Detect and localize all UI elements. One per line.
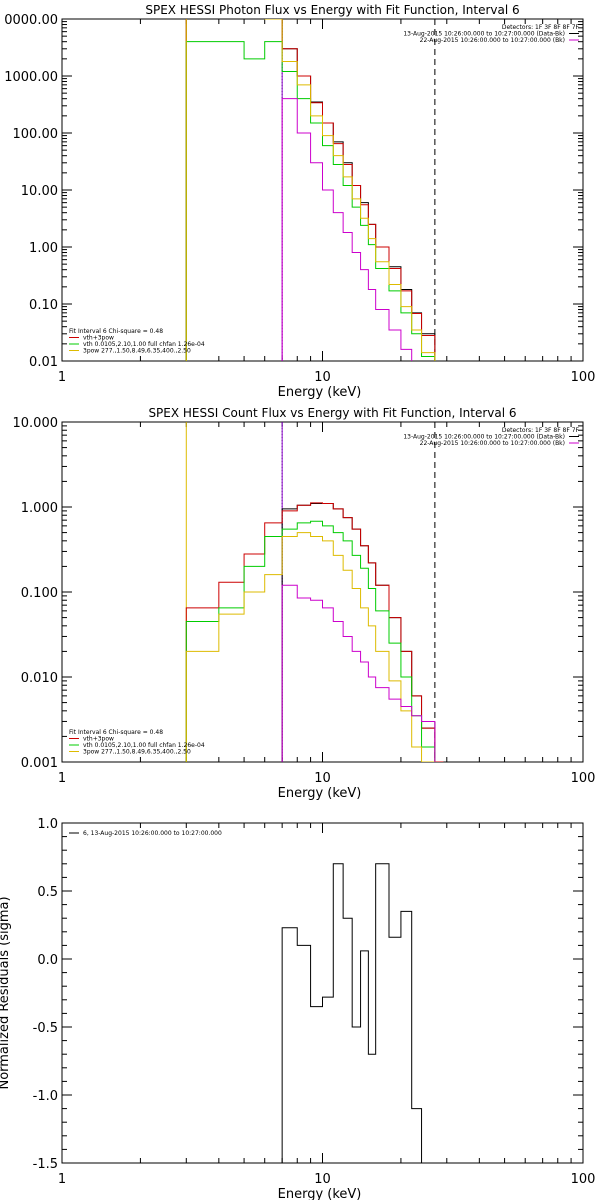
series-vth-3pow-line [185, 502, 444, 762]
x-tick-label: 10 [314, 1172, 331, 1187]
y-tick-label: 0.001 [21, 756, 58, 771]
plot-frame [61, 421, 584, 763]
x-axis-label: Energy (keV) [278, 1187, 362, 1200]
y-tick-label: 0.10 [29, 298, 58, 313]
info-line: Detectors: 1F 3F 8F 8F 7F [502, 24, 580, 31]
x-axis-label: Energy (keV) [278, 385, 362, 400]
series-residuals-line [281, 863, 423, 1163]
info-line: 13-Aug-2015 10:26:00.000 to 10:27:00.000… [403, 434, 565, 441]
chart-title: SPEX HESSI Photon Flux vs Energy with Fi… [145, 3, 519, 17]
y-tick-label: 0.010 [21, 671, 58, 686]
legend-entry: Fit Interval 6 Chi-square = 0.48 [69, 729, 163, 736]
y-tick-label: 1.000 [21, 501, 58, 516]
info-line: 22-Aug-2015 10:26:00.000 to 10:27:00.000… [420, 440, 565, 447]
legend-entry: vth 0.0105,2.10,1.00 full chfan 1.26e-04 [83, 742, 205, 749]
series-bk-line [281, 98, 413, 361]
y-tick-label: 1.0 [37, 817, 58, 832]
y-tick-label: -1.0 [33, 1089, 58, 1104]
chart-panel-2: SPEX HESSI Count Flux vs Energy with Fit… [13, 406, 596, 801]
plot-area [281, 863, 423, 1163]
x-tick-label: 1 [58, 370, 66, 385]
legend-entry: vth 0.0105,2.10,1.00 full chfan 1.26e-04 [83, 341, 205, 348]
y-tick-label: 100.00 [13, 127, 59, 142]
series-vth-line [185, 520, 436, 762]
y-tick-label: 0.01 [29, 355, 58, 370]
y-tick-label: 1.00 [29, 241, 58, 256]
y-tick-label: -0.5 [33, 1021, 58, 1036]
chart-panel-3: 1 10 100 -1.5 -1.0 -0.5 0.0 0.5 1.0 Energy (keV) N… [0, 817, 595, 1200]
legend-entry: 6, 13-Aug-2015 10:26:00.000 to 10:27:00.… [83, 830, 222, 837]
plot-area [185, 422, 444, 762]
series-vth-line [185, 41, 436, 361]
series-3pow-line [185, 532, 436, 762]
x-tick-label: 1 [58, 1172, 66, 1187]
plot-frame [61, 822, 584, 1164]
legend-entry: Fit Interval 6 Chi-square = 0.48 [69, 328, 163, 335]
x-tick-label: 10 [314, 771, 331, 786]
y-tick-label: 0.0 [37, 953, 58, 968]
x-tick-label: 1 [58, 771, 66, 786]
y-tick-label: 1000.00 [4, 70, 58, 85]
y-tick-label: 0.5 [37, 885, 58, 900]
x-axis-label: Energy (keV) [278, 786, 362, 801]
chart-panel-1: SPEX HESSI Photon Flux vs Energy with Fi… [4, 3, 596, 400]
x-tick-label: 100 [571, 1172, 596, 1187]
info-line: Detectors: 1F 3F 8F 8F 7F [502, 427, 580, 434]
series-bk-line [281, 584, 436, 762]
chart-title: SPEX HESSI Count Flux vs Energy with Fit… [148, 406, 516, 420]
info-line: 13-Aug-2015 10:26:00.000 to 10:27:00.000… [403, 31, 565, 38]
legend-entry: vth+3pow [83, 736, 114, 743]
legend-entry: 3pow 277.,1.50,8.49,6.35,400.,2.50 [83, 749, 191, 756]
x-tick-label: 100 [571, 771, 596, 786]
y-tick-label: 10.00 [21, 184, 58, 199]
x-tick-label: 100 [571, 370, 596, 385]
legend-entry: vth+3pow [83, 335, 114, 342]
y-tick-label: 0.100 [21, 586, 58, 601]
x-tick-label: 10 [314, 370, 331, 385]
plot-area [185, 19, 436, 361]
y-tick-label: -1.5 [33, 1157, 58, 1172]
info-line: 22-Aug-2015 10:26:00.000 to 10:27:00.000… [420, 37, 565, 44]
series-vth-3pow-line [185, 19, 436, 361]
y-axis-label: Normalized Residuals (sigma) [0, 896, 12, 1089]
series-3pow-line [185, 19, 436, 361]
legend-entry: 3pow 277.,1.50,8.49,6.35,400.,2.50 [83, 348, 191, 355]
y-tick-label: 0000.00 [4, 13, 58, 28]
series-data-line [185, 19, 436, 361]
y-tick-label: 10.000 [13, 416, 59, 431]
